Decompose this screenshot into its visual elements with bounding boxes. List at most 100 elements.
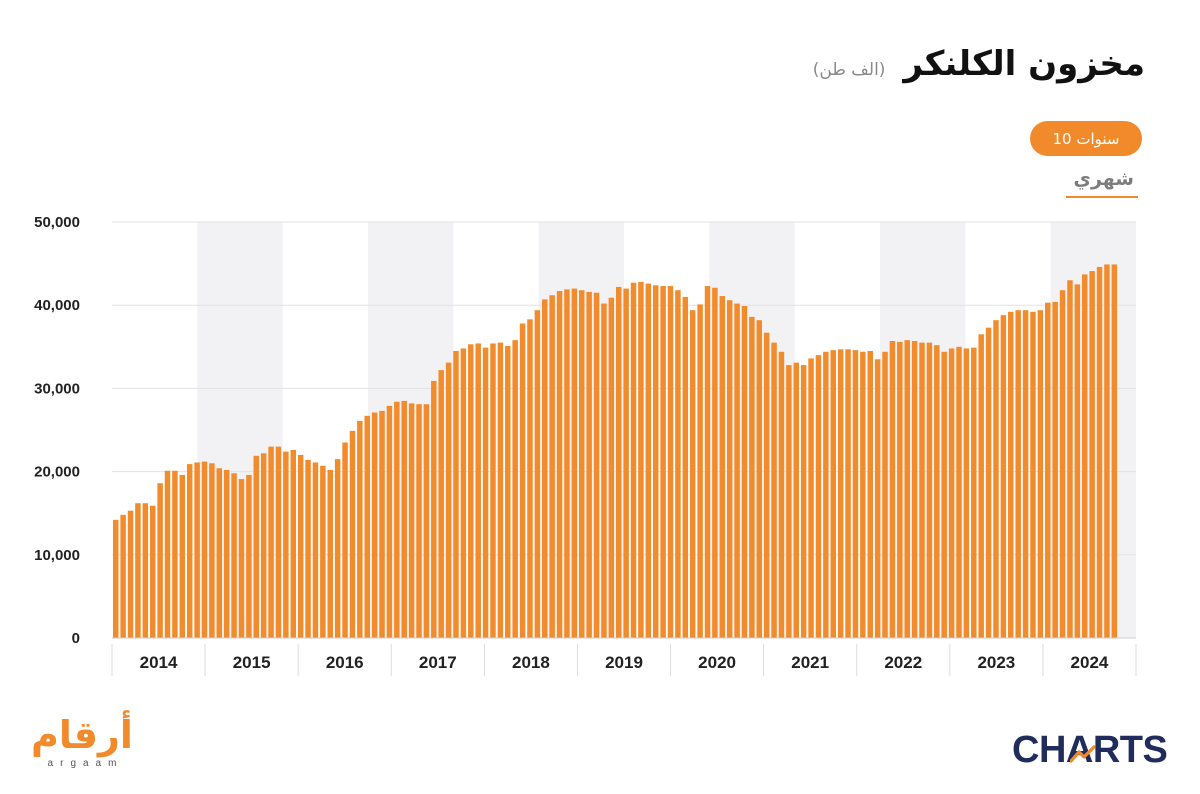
x-tick-label: 2014: [140, 653, 178, 672]
bar: [971, 347, 977, 638]
bar: [1096, 266, 1103, 638]
bar: [860, 351, 866, 638]
x-tick-label: 2015: [233, 653, 271, 672]
bar: [616, 286, 622, 638]
argaam-logo-arabic: أرقام: [31, 713, 133, 757]
bar: [712, 287, 718, 638]
bar: [297, 454, 304, 638]
bar: [645, 283, 652, 638]
y-tick-label: 30,000: [34, 380, 80, 397]
bar: [934, 345, 940, 638]
bar: [120, 514, 126, 638]
bar: [963, 348, 970, 638]
bar: [201, 461, 208, 638]
bar: [179, 474, 186, 638]
bar: [283, 451, 289, 638]
y-tick-label: 20,000: [34, 464, 80, 481]
bar: [379, 410, 385, 638]
bar: [253, 455, 260, 638]
bar: [1104, 264, 1110, 638]
bar: [1000, 315, 1007, 638]
bar: [312, 462, 319, 638]
bar: [149, 505, 156, 638]
bar: [904, 340, 910, 638]
charts-logo-arrow-icon: [1070, 745, 1096, 763]
bar: [897, 341, 903, 638]
x-tick-label: 2020: [698, 653, 736, 672]
x-tick-label: 2021: [791, 653, 829, 672]
bar: [941, 351, 947, 638]
y-tick-label: 50,000: [34, 214, 80, 231]
charts-logo: CHARTS: [1012, 729, 1168, 771]
bar: [749, 316, 755, 638]
bar: [800, 365, 807, 638]
bar: [874, 359, 881, 638]
bar: [556, 291, 563, 638]
bar: [512, 340, 518, 638]
bar: [431, 380, 437, 638]
bar: [993, 320, 999, 638]
bar: [342, 442, 348, 638]
bar: [357, 420, 363, 638]
bar: [682, 296, 689, 638]
bar: [1111, 264, 1118, 638]
bar: [564, 289, 570, 638]
bar: [186, 464, 193, 638]
x-tick-label: 2017: [419, 653, 457, 672]
bar: [1052, 301, 1058, 638]
bar: [675, 290, 681, 638]
x-tick-label: 2018: [512, 653, 550, 672]
bar: [238, 479, 245, 638]
bar: [275, 446, 282, 638]
bar: [608, 297, 615, 638]
bar: [756, 320, 763, 638]
bar: [601, 303, 607, 638]
bar: [172, 470, 178, 638]
x-tick-label: 2019: [605, 653, 643, 672]
bar: [830, 350, 836, 638]
bar: [268, 446, 274, 638]
bar: [438, 370, 444, 638]
argaam-logo-latin: argaam: [47, 758, 124, 769]
bar: [364, 415, 370, 638]
tab-monthly[interactable]: شهري: [1066, 164, 1138, 198]
bar: [837, 349, 844, 638]
bar: [468, 344, 474, 638]
bar: [260, 453, 267, 638]
bar: [527, 319, 533, 638]
bars: [113, 264, 1118, 638]
bar: [416, 404, 422, 638]
chart-unit: (الف طن): [812, 60, 886, 80]
bar: [771, 342, 777, 638]
bar: [778, 351, 785, 638]
bar: [534, 310, 541, 638]
bar: [453, 350, 459, 638]
bar: [519, 323, 526, 638]
y-tick-label: 40,000: [34, 297, 80, 314]
bar: [1030, 311, 1036, 638]
bar: [423, 404, 430, 638]
bar: [216, 468, 223, 638]
bar: [586, 291, 592, 638]
bar: [445, 362, 452, 638]
bar: [305, 459, 311, 638]
bar: [246, 474, 252, 638]
bar: [460, 348, 467, 638]
bar: [386, 405, 393, 638]
bar: [320, 465, 326, 638]
bar: [549, 295, 555, 638]
bar: [497, 342, 504, 638]
bar: [1037, 310, 1044, 638]
bar: [401, 400, 407, 638]
bar: [652, 285, 659, 638]
bar: [1015, 310, 1021, 638]
bar: [394, 401, 400, 638]
range-10-years-button[interactable]: 10 سنوات: [1030, 121, 1142, 156]
bar: [741, 306, 748, 638]
bar: [490, 343, 496, 638]
bar: [475, 343, 481, 638]
bar: [1067, 280, 1073, 638]
x-tick-label: 2022: [884, 653, 922, 672]
bar: [919, 342, 925, 638]
bar: [290, 449, 296, 638]
